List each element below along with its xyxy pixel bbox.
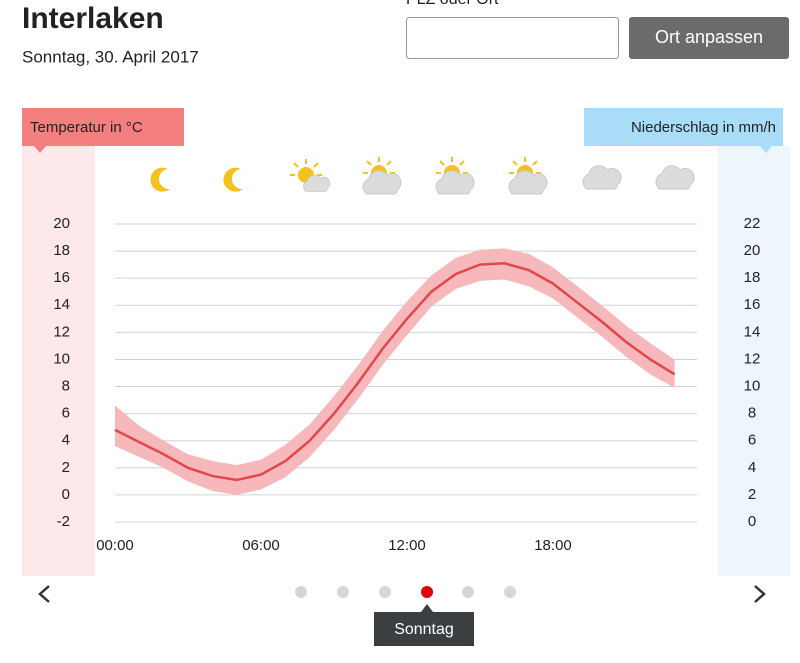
- page-dot-active[interactable]: [421, 586, 433, 598]
- temp-label-box: [22, 108, 184, 146]
- page-dot[interactable]: [504, 586, 516, 598]
- submit-button[interactable]: [629, 17, 789, 59]
- y-tick-label: 0: [62, 486, 70, 503]
- tooltip-label: Sonntag: [394, 621, 454, 638]
- y-axis-label: Temperatur in °C: [30, 119, 143, 136]
- y-tick-label: 16: [53, 269, 70, 286]
- title: Interlaken: [22, 2, 164, 35]
- y-tick-label: 8: [62, 378, 70, 395]
- y2-axis-label: Niederschlag in mm/h: [631, 119, 776, 136]
- y2-tick-label: 4: [748, 459, 756, 476]
- y-tick-label: 4: [62, 432, 70, 449]
- icon-moon: [150, 167, 170, 192]
- icon-cloud: [655, 165, 695, 190]
- rain-label-box: [584, 108, 783, 146]
- date: Sonntag, 30. April 2017: [22, 47, 199, 66]
- location-input[interactable]: [406, 17, 619, 59]
- y2-tick-label: 20: [744, 242, 761, 259]
- button-label: Ort anpassen: [655, 27, 763, 47]
- x-tick-label: 18:00: [534, 537, 572, 554]
- y2-tick-label: 10: [744, 378, 761, 395]
- icon-cloud: [508, 170, 548, 195]
- y2-tick-label: 18: [744, 269, 761, 286]
- icon-moon: [223, 167, 243, 192]
- prev-arrow[interactable]: [38, 585, 50, 603]
- y-tick-label: 20: [53, 215, 70, 232]
- icon-cloud: [362, 170, 402, 195]
- y2-tick-label: 8: [748, 405, 756, 422]
- pointer: [34, 146, 46, 153]
- y2-tick-label: 6: [748, 432, 756, 449]
- tooltip: [374, 612, 474, 646]
- y2-tick-label: 16: [744, 296, 761, 313]
- next-arrow[interactable]: [754, 585, 766, 603]
- x-tick-label: 06:00: [242, 537, 280, 554]
- page-dot[interactable]: [337, 586, 349, 598]
- band: [115, 248, 675, 495]
- y-tick-label: 6: [62, 405, 70, 422]
- y-tick-label: 18: [53, 242, 70, 259]
- y-tick-label: 12: [53, 323, 70, 340]
- y2-tick-label: 0: [748, 513, 756, 530]
- icon-cloud: [582, 165, 622, 190]
- y-tick-label: 14: [53, 296, 70, 313]
- y2-tick-label: 22: [744, 215, 761, 232]
- page-dot[interactable]: [462, 586, 474, 598]
- tooltip-pointer: [421, 604, 433, 612]
- x-tick-label: 12:00: [388, 537, 426, 554]
- icon-cloud: [435, 170, 475, 195]
- y-tick-label: 2: [62, 459, 70, 476]
- page-dot[interactable]: [379, 586, 391, 598]
- pointer: [760, 146, 772, 153]
- rain-column: [718, 146, 790, 576]
- y2-tick-label: 12: [744, 350, 761, 367]
- page-dot[interactable]: [295, 586, 307, 598]
- y2-tick-label: 2: [748, 486, 756, 503]
- temperature-line: [114, 262, 676, 482]
- input-label: PLZ oder Ort: [406, 0, 499, 8]
- x-tick-label: 00:00: [96, 537, 134, 554]
- temp-column: [22, 146, 95, 576]
- y-tick-label: 10: [53, 350, 70, 367]
- y2-tick-label: 14: [744, 323, 761, 340]
- y-tick-label: -2: [57, 513, 70, 530]
